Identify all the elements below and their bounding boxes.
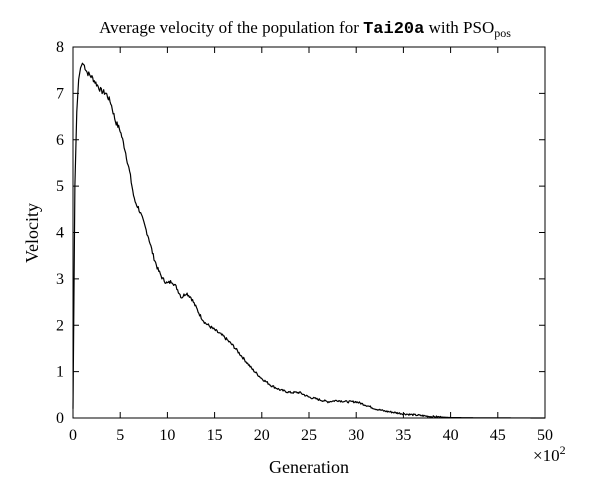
y-tick-label: 0 xyxy=(56,410,64,427)
x-tick-label: 15 xyxy=(207,427,223,444)
x-tick-label: 0 xyxy=(69,427,77,444)
y-tick-label: 4 xyxy=(56,225,64,242)
x-tick-label: 35 xyxy=(395,427,411,444)
x-tick-label: 10 xyxy=(159,427,175,444)
chart-title: Average velocity of the population for T… xyxy=(99,18,511,40)
y-tick-label: 5 xyxy=(56,178,64,195)
y-tick-label: 1 xyxy=(56,364,64,381)
x-tick-label: 40 xyxy=(443,427,459,444)
x-axis-multiplier: ×102 xyxy=(533,443,566,465)
x-tick-label: 20 xyxy=(254,427,270,444)
x-tick-label: 50 xyxy=(537,427,553,444)
velocity-series-line xyxy=(72,62,545,419)
y-tick-label: 6 xyxy=(56,132,64,149)
y-tick-label: 2 xyxy=(56,317,64,334)
y-tick-label: 7 xyxy=(56,85,64,102)
y-axis-label: Velocity xyxy=(22,203,42,263)
plot-frame xyxy=(72,46,546,419)
x-tick-label: 25 xyxy=(301,427,317,444)
x-tick-label: 45 xyxy=(490,427,506,444)
y-tick-label: 3 xyxy=(56,271,64,288)
x-tick-label: 5 xyxy=(116,427,124,444)
axis-ticks xyxy=(72,46,546,419)
y-tick-label: 8 xyxy=(56,39,64,56)
x-tick-label: 30 xyxy=(348,427,364,444)
x-axis-label: Generation xyxy=(269,457,349,477)
